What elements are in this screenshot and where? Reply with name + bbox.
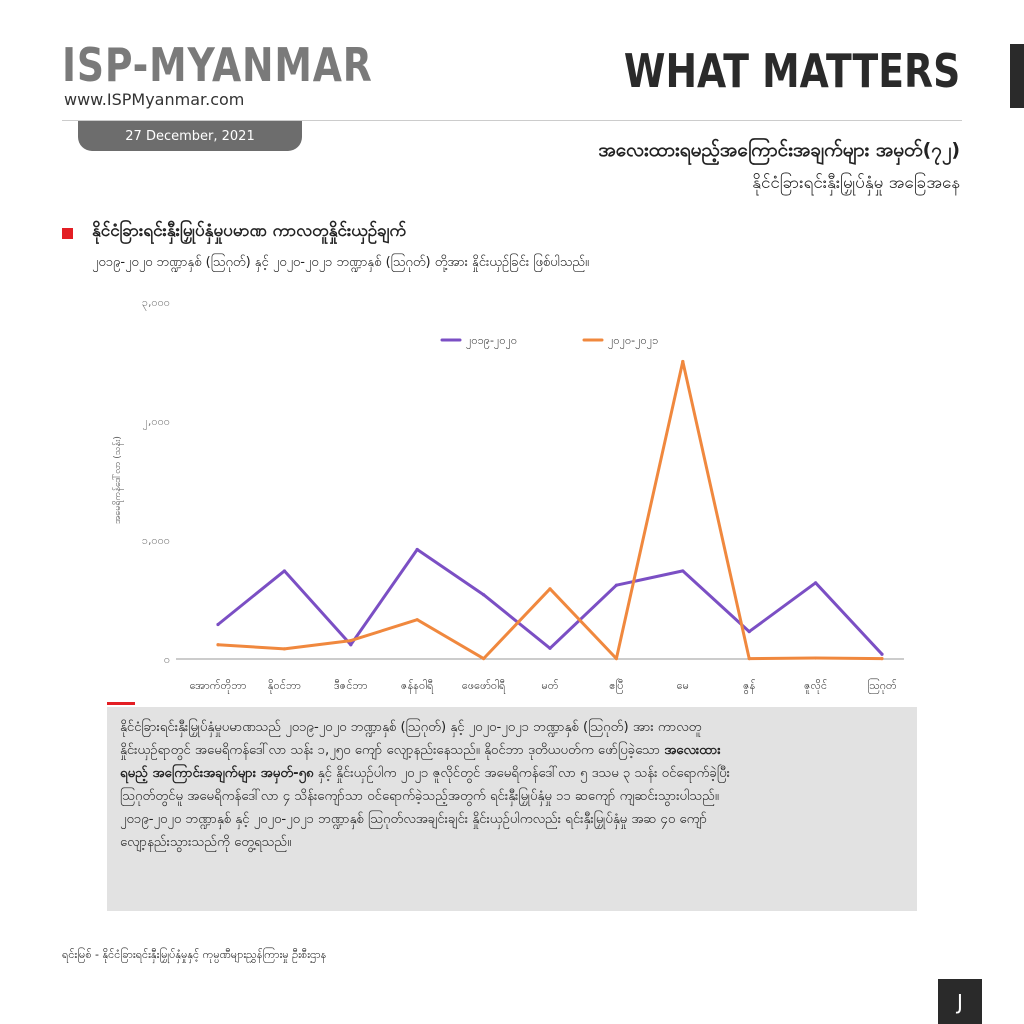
page-subtitle: နိုင်ငံခြားရင်းနှီးမြှုပ်နှံမှု အခြေအနေ [752, 173, 960, 193]
logo: ISP-MYANMAR [62, 38, 373, 92]
edge-accent-bar [1010, 44, 1024, 108]
header-divider [62, 120, 962, 121]
summary-text: နိုင်ငံခြားရင်းနှီးမြှုပ်နှံမှုပမာဏသည် ၂… [120, 716, 905, 854]
data-point [681, 359, 685, 364]
data-point [349, 643, 353, 647]
summary-line: ဩဂုတ်တွင်မူ အမေရိကန်ဒေါ်လာ ၄ သိန်းကျော်သ… [120, 789, 719, 804]
data-point [880, 652, 884, 656]
source-note: ရင်းမြစ် - နိုင်ငံခြားရင်းနှီးမြှုပ်နှံမ… [62, 948, 327, 961]
data-point [614, 657, 619, 661]
x-tick-label: နိုဝင်ဘာ [268, 679, 301, 694]
data-point [349, 638, 353, 643]
y-tick-label: ၂,၀၀၀ [143, 415, 170, 430]
body-accent-line [107, 702, 135, 705]
x-tick-label: ဇွန် [743, 679, 755, 694]
data-point [216, 622, 220, 627]
data-point [814, 581, 818, 585]
data-point [681, 569, 685, 573]
summary-box [107, 707, 917, 911]
brand-title: WHAT MATTERS [623, 44, 960, 98]
legend-label: ၂၀၁၉-၂၀၂၀ [466, 334, 517, 349]
section-bullet-icon [62, 228, 73, 239]
summary-line: နိုင်ငံခြားရင်းနှီးမြှုပ်နှံမှုပမာဏသည် ၂… [120, 720, 702, 735]
x-tick-label: အောက်တိုဘာ [190, 679, 247, 694]
y-tick-label: ၃,၀၀၀ [142, 296, 170, 311]
x-tick-label: မတ် [542, 679, 559, 692]
website-url[interactable]: www.ISPMyanmar.com [64, 90, 245, 109]
data-point [282, 569, 286, 573]
x-tick-label: ဧပြီ [609, 679, 623, 694]
data-point [415, 547, 419, 552]
data-point [282, 647, 286, 651]
data-point [747, 657, 751, 661]
summary-line: နှိုင်းယှဉ်ရာတွင် အမေရိကန်ဒေါ်လာ သန်း ၁,… [120, 743, 721, 758]
x-tick-label: မေ [677, 679, 689, 692]
y-tick-label: ၀ [164, 653, 170, 666]
data-point [614, 583, 619, 587]
x-tick-label: ဩဂုတ် [867, 678, 897, 694]
data-point [482, 593, 486, 597]
x-tick-label: ဖေဖော်ဝါရီ [462, 679, 506, 694]
data-point [216, 643, 220, 647]
page-number: J [938, 979, 982, 1024]
summary-line: ရမည့် အကြောင်းအချက်များ အမှတ်-၅၈ နှင့် န… [120, 766, 730, 781]
data-point [880, 657, 884, 661]
section-subtitle: ၂၀၁၉-၂၀၂၀ ဘဏ္ဍာနှစ် (ဩဂုတ်) နှင့် ၂၀၂၀-၂… [92, 255, 589, 270]
y-axis-label: အမေရိကန်ဒေါ်လာ (သန်း) [112, 436, 124, 524]
summary-line: လျော့နည်းသွားသည်ကို တွေ့ရသည်။ [120, 835, 292, 850]
data-point [548, 587, 552, 591]
data-point [814, 656, 818, 660]
x-tick-label: ဒီဇင်ဘာ [334, 679, 368, 692]
x-tick-label: ဇူလိုင် [804, 679, 827, 694]
date-badge: 27 December, 2021 [78, 121, 302, 151]
data-point [482, 657, 486, 661]
x-tick-label: ဇန်နဝါရီ [401, 679, 434, 694]
summary-line: ၂၀၁၉-၂၀၂၀ ဘဏ္ဍာနှစ် နှင့် ၂၀၂၀-၂၀၂၁ ဘဏ္ဍ… [120, 812, 708, 827]
section-title: နိုင်ငံခြားရင်းနှီးမြှုပ်နှံမှုပမာဏ ကာလတ… [92, 221, 407, 241]
data-point [548, 646, 552, 650]
data-point [747, 630, 751, 634]
y-tick-label: ၁,၀၀၀ [142, 534, 170, 547]
data-point [415, 618, 419, 622]
legend-label: ၂၀၂၀-၂၀၂၁ [608, 334, 658, 349]
series-line-1 [216, 548, 884, 656]
series-line-2 [216, 360, 884, 661]
page-title: အလေးထားရမည့်အကြောင်းအချက်များ အမှတ်(၇၂) [598, 139, 960, 161]
